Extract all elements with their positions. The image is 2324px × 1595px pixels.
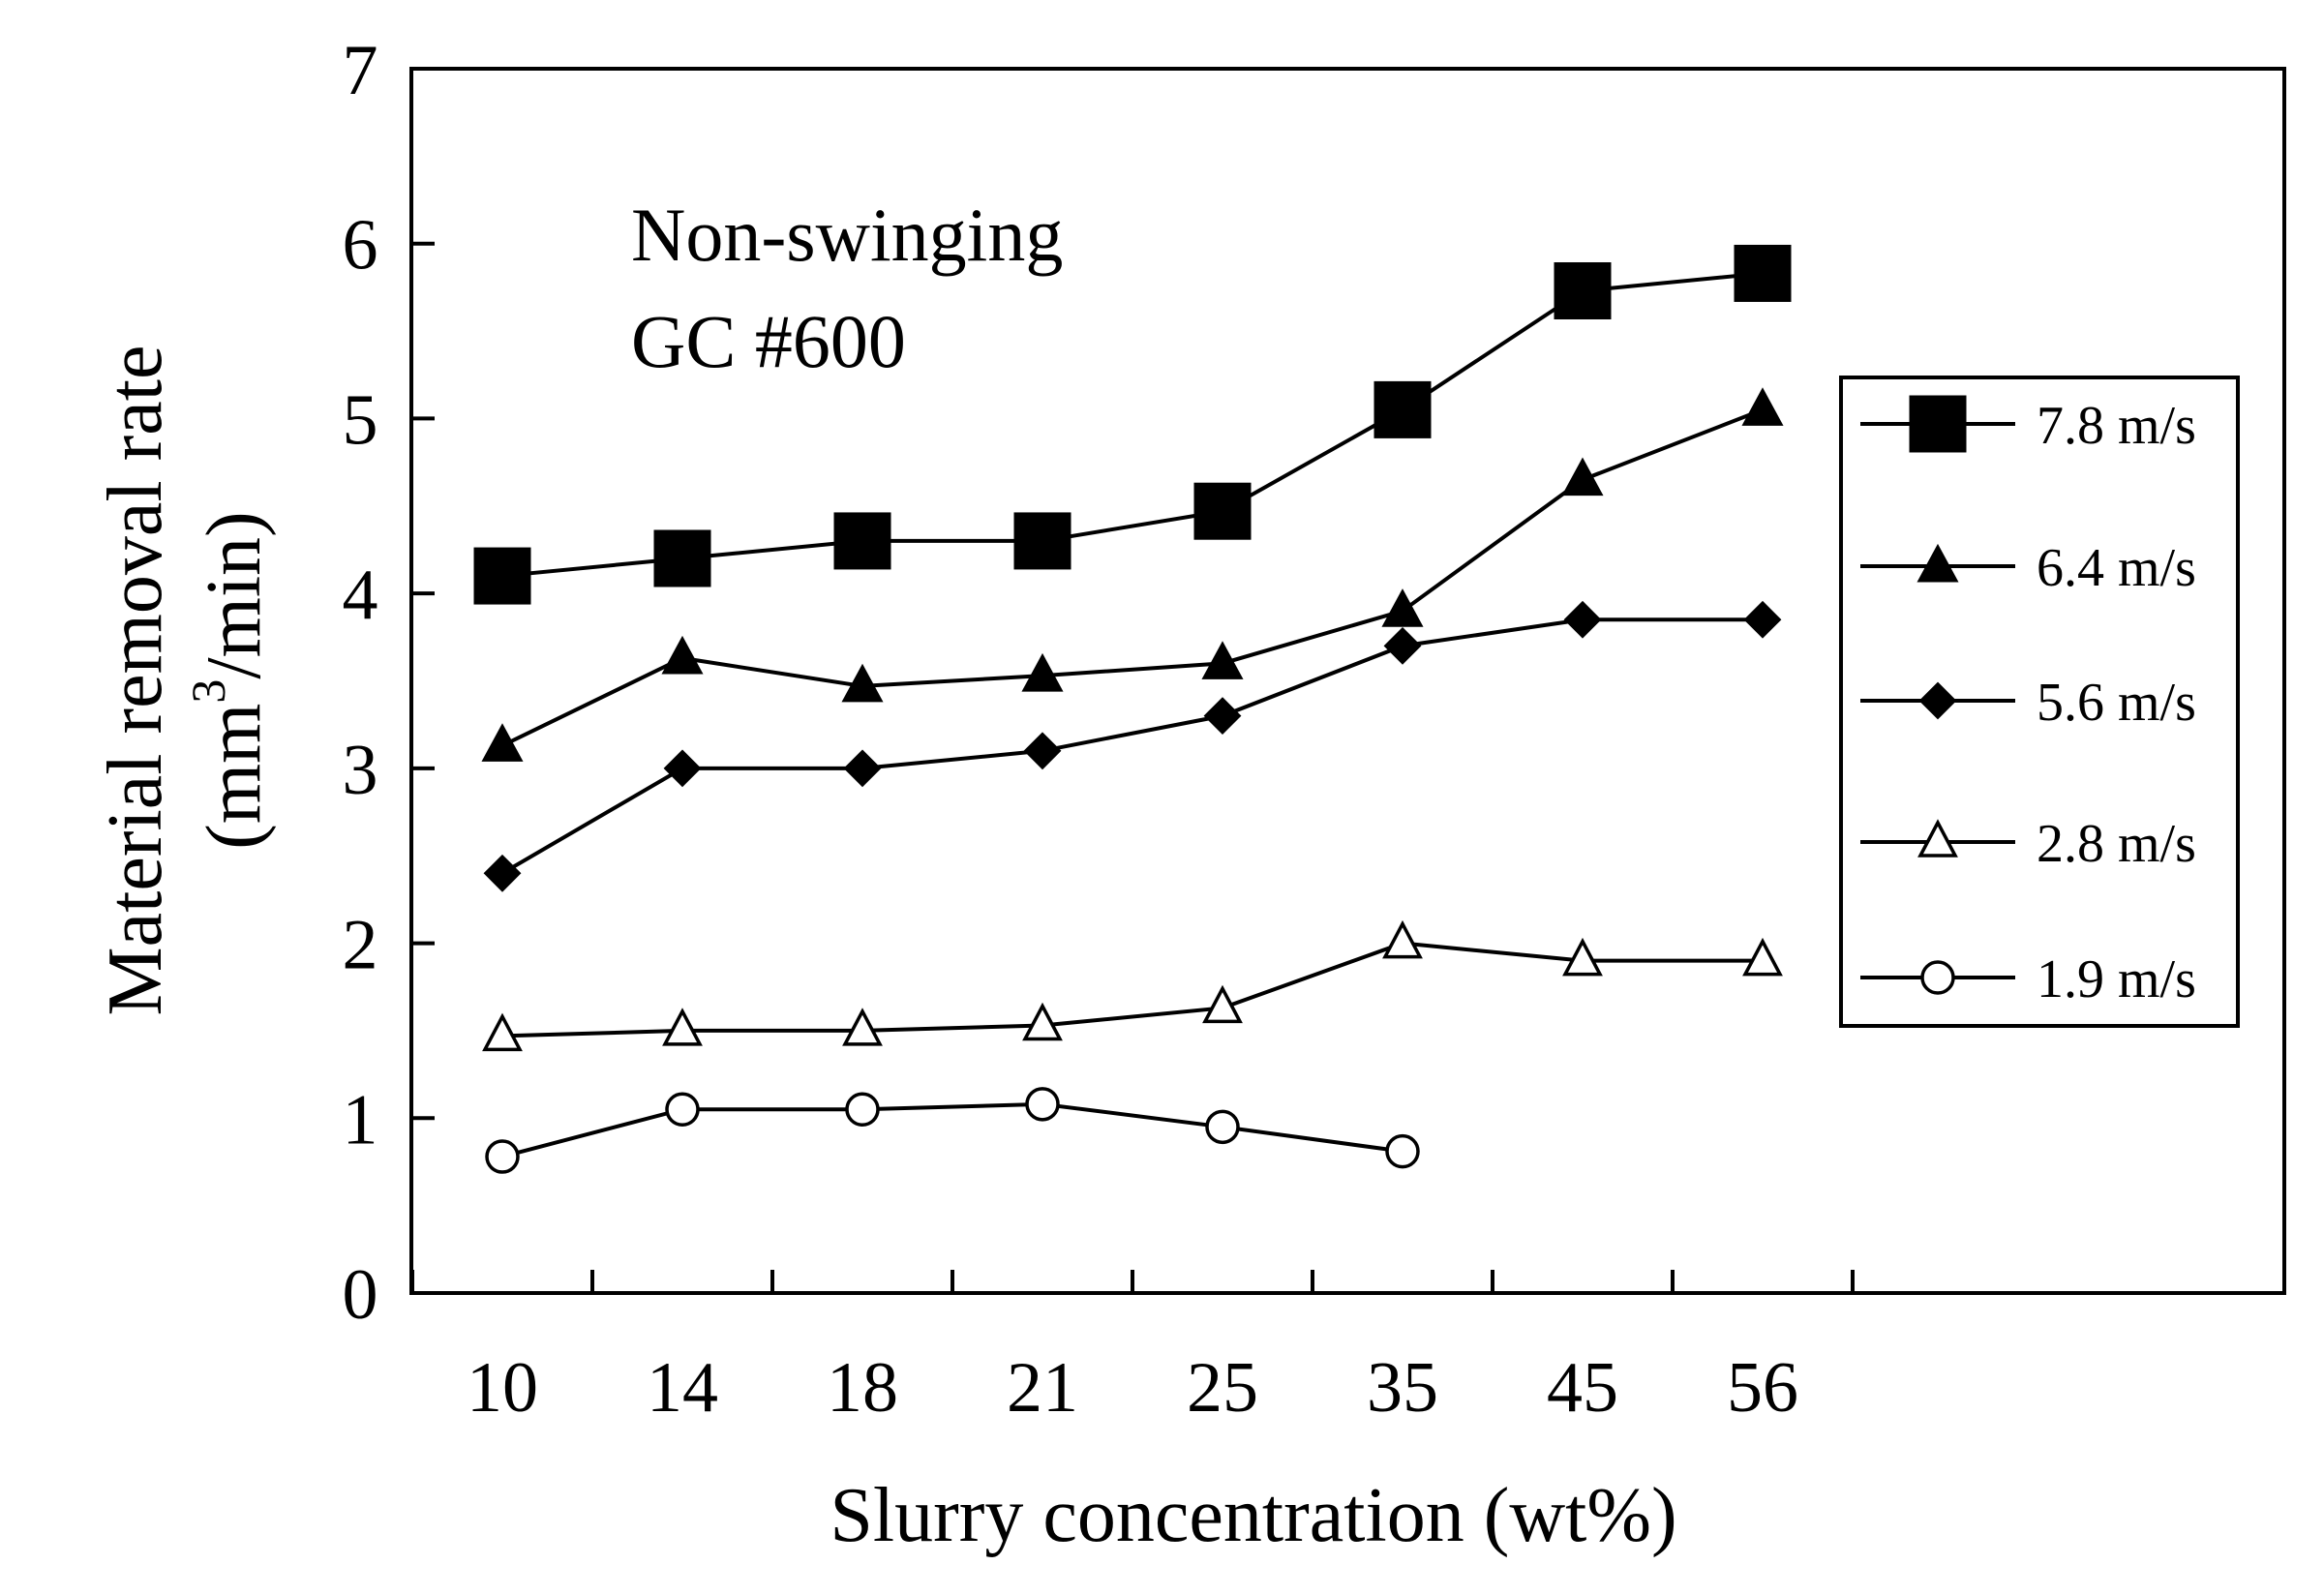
series-line xyxy=(501,1101,1403,1159)
y-axis-unit-suffix: /min) xyxy=(192,511,277,678)
data-point xyxy=(1561,457,1604,497)
legend-marker xyxy=(1920,960,1955,995)
x-tick-label: 14 xyxy=(647,1348,718,1428)
data-point xyxy=(663,749,702,788)
annotation-mode: Non-swinging xyxy=(631,193,1063,277)
y-axis-label: Material removal rate (mm3/min) xyxy=(93,346,277,1016)
series-line xyxy=(501,941,1763,1038)
data-point xyxy=(1743,600,1782,639)
legend-label: 5.6 m/s xyxy=(2037,673,2196,733)
data-point xyxy=(833,512,891,570)
y-tick-label: 1 xyxy=(343,1080,378,1159)
data-point xyxy=(1741,387,1784,426)
data-point xyxy=(1203,697,1242,736)
legend-item-1: 6.4 m/s xyxy=(1860,538,2196,598)
x-tick-label: 35 xyxy=(1367,1348,1438,1428)
data-point xyxy=(1373,380,1432,438)
series-1 xyxy=(481,387,1784,762)
y-tick-label: 0 xyxy=(343,1255,378,1335)
legend-label: 6.4 m/s xyxy=(2037,538,2196,598)
data-point xyxy=(841,663,884,703)
data-point xyxy=(1385,1133,1420,1169)
y-axis-unit-prefix: (mm xyxy=(192,704,277,850)
x-tick-label: 56 xyxy=(1727,1348,1798,1428)
legend-item-2: 5.6 m/s xyxy=(1860,673,2196,733)
x-tick-label: 10 xyxy=(467,1348,538,1428)
data-point xyxy=(1734,244,1792,302)
data-point xyxy=(1554,262,1612,320)
data-point xyxy=(1205,1109,1240,1145)
legend: 7.8 m/s 6.4 m/s 5.6 m/s 2.8 m/s 1.9 m/s xyxy=(1860,395,2196,1009)
legend-item-0: 7.8 m/s xyxy=(1860,395,2196,456)
data-point xyxy=(1201,641,1244,679)
legend-label: 7.8 m/s xyxy=(2037,396,2196,456)
series-line xyxy=(501,407,1764,748)
data-point xyxy=(481,723,524,762)
y-axis-label-line1: Material removal rate xyxy=(93,346,178,1016)
legend-marker xyxy=(1917,819,1958,858)
data-point xyxy=(653,529,711,587)
legend-item-4: 1.9 m/s xyxy=(1860,949,2196,1009)
data-point xyxy=(1562,937,1603,977)
series-layer xyxy=(473,244,1792,1174)
data-point xyxy=(1021,652,1064,692)
data-point xyxy=(1193,482,1252,540)
legend-marker xyxy=(1918,681,1957,720)
plot-frame xyxy=(409,67,2286,1295)
data-point xyxy=(483,854,522,892)
x-tick-label: 21 xyxy=(1007,1348,1078,1428)
data-point xyxy=(1563,600,1602,639)
x-axis-ticks: 10 14 18 21 25 35 45 56 xyxy=(410,1270,1855,1428)
y-tick-label: 2 xyxy=(343,906,378,985)
x-tick-label: 25 xyxy=(1187,1348,1258,1428)
data-point xyxy=(1022,1002,1063,1041)
legend-item-3: 2.8 m/s xyxy=(1860,814,2196,874)
data-point xyxy=(665,1092,700,1127)
series-4 xyxy=(485,1087,1420,1174)
data-point xyxy=(1383,626,1422,665)
data-point xyxy=(661,635,704,675)
series-0 xyxy=(473,244,1792,605)
legend-marker xyxy=(1917,543,1959,583)
data-point xyxy=(1742,937,1783,977)
annotation-abrasive: GC #600 xyxy=(631,299,906,383)
x-axis-label: Slurry concentration (wt%) xyxy=(830,1473,1676,1558)
series-3 xyxy=(482,919,1783,1052)
legend-label: 2.8 m/s xyxy=(2037,814,2196,874)
series-line xyxy=(501,271,1764,579)
y-tick-label: 3 xyxy=(343,731,378,810)
data-point xyxy=(482,1012,523,1052)
y-tick-label: 6 xyxy=(343,206,378,286)
data-point xyxy=(845,1092,880,1127)
data-point xyxy=(1382,919,1423,959)
x-tick-label: 45 xyxy=(1547,1348,1618,1428)
y-tick-label: 5 xyxy=(343,380,378,460)
legend-marker xyxy=(1909,395,1967,453)
data-point xyxy=(1013,512,1071,570)
series-line xyxy=(500,617,1763,876)
y-axis-label-line2: (mm3/min) xyxy=(181,511,277,849)
data-point xyxy=(1381,588,1424,627)
data-point xyxy=(1023,732,1062,770)
data-point xyxy=(662,1008,703,1046)
y-axis-ticks: 0 1 2 3 4 5 6 7 xyxy=(343,31,435,1335)
data-point xyxy=(1202,984,1243,1024)
y-axis-unit-exponent: 3 xyxy=(181,679,235,704)
data-point xyxy=(485,1139,520,1174)
data-point xyxy=(842,1008,883,1046)
y-tick-label: 4 xyxy=(343,556,378,635)
data-point xyxy=(473,547,531,605)
data-point xyxy=(1025,1087,1060,1122)
y-tick-label: 7 xyxy=(343,31,378,110)
x-tick-label: 18 xyxy=(827,1348,898,1428)
legend-label: 1.9 m/s xyxy=(2037,949,2196,1009)
series-2 xyxy=(483,600,1782,892)
data-point xyxy=(843,749,882,788)
